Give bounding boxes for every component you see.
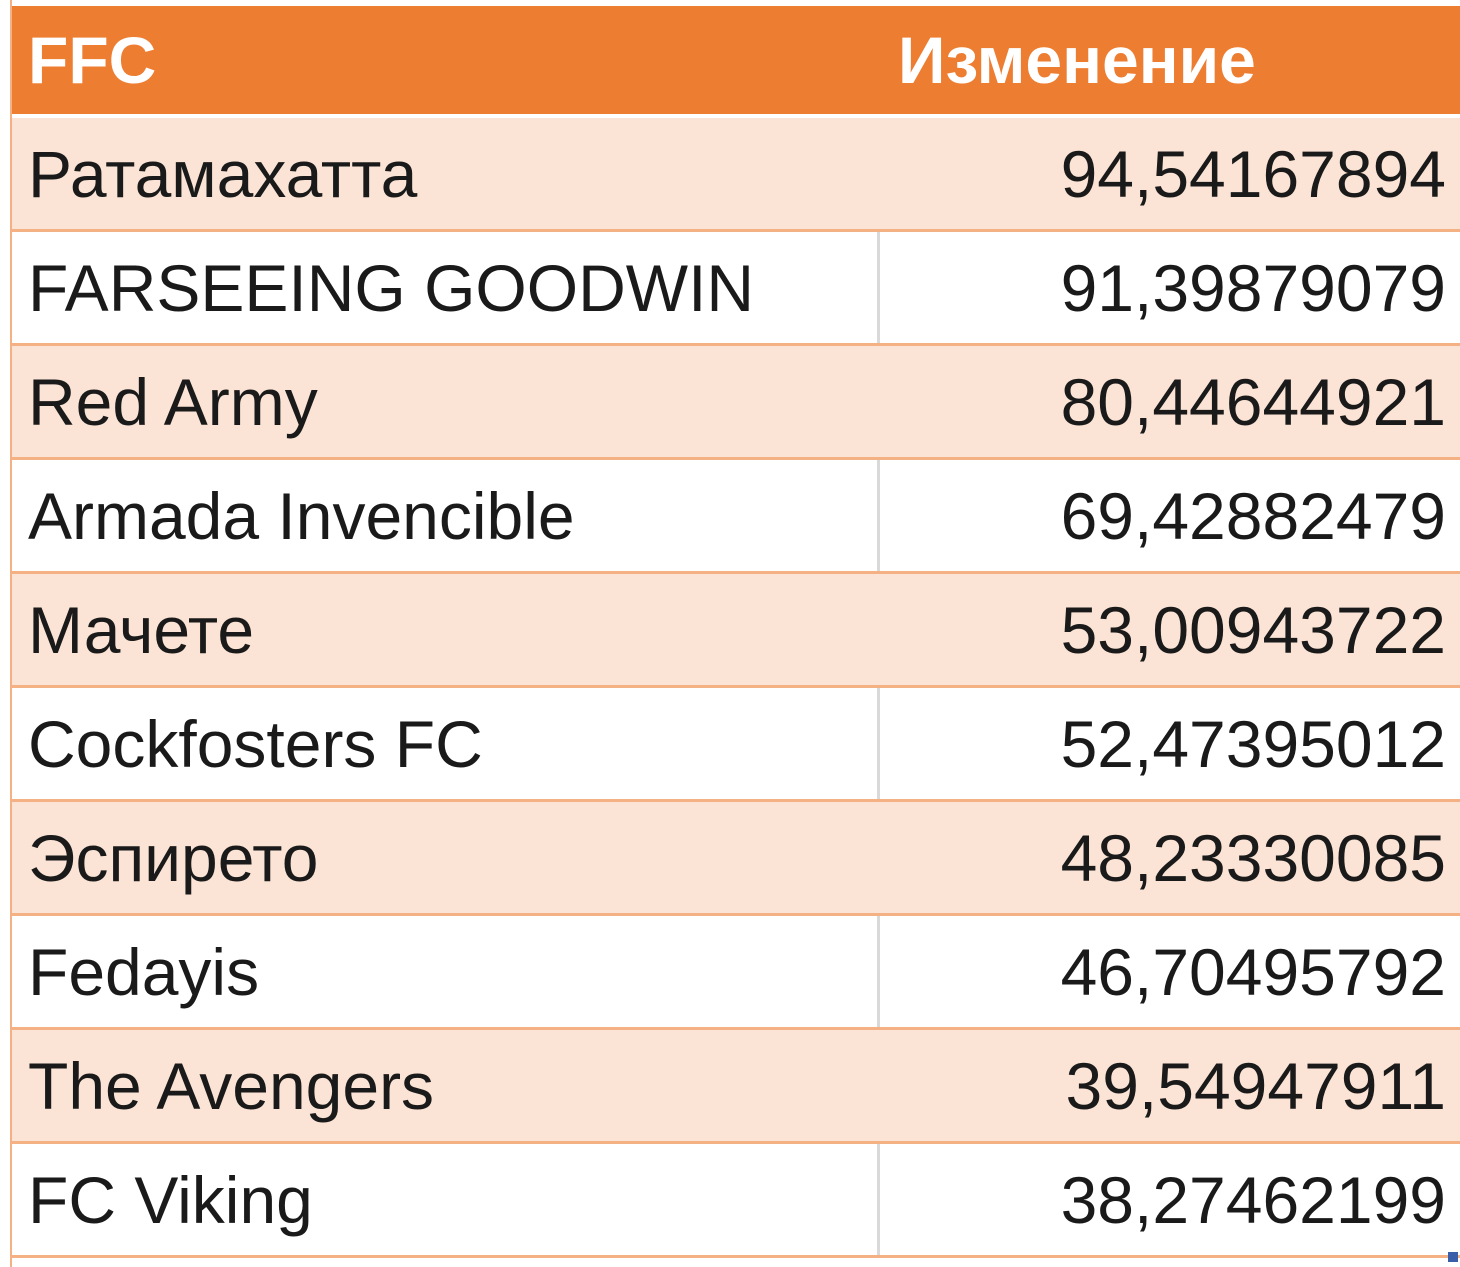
table-row: The Avengers 39,54947911: [12, 1027, 1460, 1144]
team-cell[interactable]: Fedayis: [12, 913, 880, 1030]
table-row: Cockfosters FC 52,47395012: [12, 685, 1460, 802]
team-cell[interactable]: FARSEEING GOODWIN: [12, 229, 880, 346]
table-row: Armada Invencible 69,42882479: [12, 457, 1460, 574]
team-cell[interactable]: Мачете: [12, 571, 878, 688]
change-cell[interactable]: 38,27462199: [878, 1141, 1460, 1258]
team-cell[interactable]: Red Army: [12, 343, 878, 460]
change-cell[interactable]: 52,47395012: [878, 685, 1460, 802]
change-cell[interactable]: 46,70495792: [878, 913, 1460, 1030]
table-row: FC Viking 38,27462199: [12, 1141, 1460, 1258]
table-row: Fedayis 46,70495792: [12, 913, 1460, 1030]
team-cell[interactable]: Cockfosters FC: [12, 685, 880, 802]
change-cell[interactable]: 69,42882479: [878, 457, 1460, 574]
ffc-change-table: FFC Изменение Ратамахатта 94,54167894 FA…: [12, 6, 1460, 1258]
change-cell[interactable]: 94,54167894: [878, 114, 1460, 232]
team-cell[interactable]: Armada Invencible: [12, 457, 880, 574]
header-cell-change[interactable]: Изменение: [878, 6, 1460, 118]
change-cell[interactable]: 39,54947911: [878, 1027, 1460, 1144]
table-left-edge: [0, 0, 12, 1267]
team-cell[interactable]: The Avengers: [12, 1027, 878, 1144]
change-cell[interactable]: 91,39879079: [878, 229, 1460, 346]
table-header-row: FFC Изменение: [12, 6, 1460, 118]
team-cell[interactable]: Эспирето: [12, 799, 878, 916]
table-row: Ратамахатта 94,54167894: [12, 114, 1460, 232]
table-row: Red Army 80,44644921: [12, 343, 1460, 460]
change-cell[interactable]: 80,44644921: [878, 343, 1460, 460]
table-row: FARSEEING GOODWIN 91,39879079: [12, 229, 1460, 346]
header-cell-ffc[interactable]: FFC: [12, 6, 878, 118]
table-row: Мачете 53,00943722: [12, 571, 1460, 688]
team-cell[interactable]: FC Viking: [12, 1141, 880, 1258]
change-cell[interactable]: 53,00943722: [878, 571, 1460, 688]
selection-fill-handle[interactable]: [1448, 1252, 1458, 1262]
change-cell[interactable]: 48,23330085: [878, 799, 1460, 916]
table-row: Эспирето 48,23330085: [12, 799, 1460, 916]
team-cell[interactable]: Ратамахатта: [12, 114, 878, 232]
